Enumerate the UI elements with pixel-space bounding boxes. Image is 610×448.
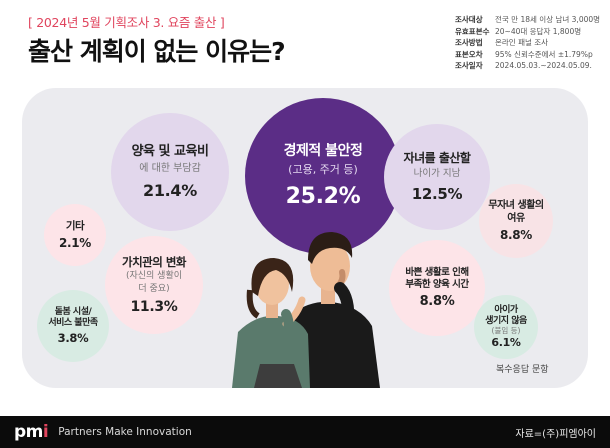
multiple-response-note: 복수응답 문항 (496, 365, 549, 375)
bubble-percent: 8.8% (419, 293, 455, 309)
meta-row: 조사방법 온라인 패널 조사 (455, 37, 600, 49)
meta-value: 전국 만 18세 이상 남녀 3,000명 (495, 15, 601, 24)
bubble-title: 바쁜 생활로 인해 (405, 267, 469, 279)
bubble-subtitle: (고용, 주거 등) (288, 162, 358, 176)
bubble-lack-of-time: 바쁜 생활로 인해 부족한 양육 시간 8.8% (389, 240, 485, 336)
bubble-percent: 25.2% (285, 183, 361, 209)
meta-label: 조사대상 (455, 15, 483, 24)
meta-value: 20~40대 응답자 1,800명 (495, 26, 582, 36)
meta-row: 유효표본수 20~40대 응답자 1,800명 (455, 26, 600, 38)
footer-tagline: Partners Make Innovation (58, 426, 192, 438)
meta-label: 조사방법 (455, 38, 483, 48)
bubble-title: 아이가 (494, 305, 518, 316)
meta-row: 조사일자 2024.05.03.~2024.05.09. (455, 60, 600, 72)
bubble-economic-instability: 경제적 불안정 (고용, 주거 등) 25.2% (245, 98, 401, 254)
meta-row: 표본오차 95% 신뢰수준에서 ±1.79%p (455, 49, 600, 61)
meta-value: 95% 신뢰수준에서 ±1.79%p (495, 49, 593, 59)
bubble-subtitle: (자신의 생활이 (125, 271, 183, 282)
bubble-subtitle: 나이가 지남 (413, 168, 461, 180)
woman-figure (232, 258, 310, 388)
bubble-subtitle: 에 대한 부담감 (139, 162, 201, 174)
pmi-logo: pmi (14, 422, 49, 442)
meta-label: 유효표본수 (455, 26, 490, 36)
bubble-values-change: 가치관의 변화 (자신의 생활이 더 중요) 11.3% (105, 236, 203, 334)
bubble-percent: 21.4% (142, 180, 197, 200)
bubble-childfree-life: 무자녀 생활의 여유 8.8% (479, 184, 553, 258)
report-subtitle: [ 2024년 5월 기획조사 3. 요즘 출산 ] (28, 15, 225, 30)
bubble-title: 여유 (507, 212, 525, 224)
meta-value: 2024.05.03.~2024.05.09. (495, 61, 592, 71)
bubble-title: 부족한 양육 시간 (405, 279, 469, 290)
bubble-percent: 6.1% (491, 335, 521, 349)
bubble-other: 기타 2.1% (44, 204, 106, 266)
bubble-infertility: 아이가 생기지 않음 (불임 등) 6.1% (474, 295, 538, 359)
bubble-care-services: 돌봄 시설/ 서비스 불만족 3.8% (37, 290, 109, 362)
bubble-subtitle: (불임 등) (491, 325, 521, 335)
bubble-title: 서비스 불만족 (48, 318, 98, 328)
bubble-title: 가치관의 변화 (122, 255, 186, 270)
bubble-childcare-cost: 양육 및 교육비 에 대한 부담감 21.4% (111, 113, 229, 231)
survey-meta: 조사대상 전국 만 18세 이상 남녀 3,000명 유효표본수 20~40대 … (455, 14, 600, 72)
logo-text: pm (14, 422, 43, 442)
meta-value: 온라인 패널 조사 (495, 38, 549, 48)
thinking-couple-illustration (232, 232, 380, 388)
bubble-percent: 8.8% (499, 228, 533, 242)
meta-row: 조사대상 전국 만 18세 이상 남녀 3,000명 (455, 14, 600, 26)
bubble-title: 양육 및 교육비 (131, 144, 209, 160)
bubble-title: 기타 (65, 219, 85, 232)
bubble-title: 경제적 불안정 (283, 143, 363, 160)
meta-label: 조사일자 (455, 61, 483, 71)
logo-accent: i (42, 422, 49, 442)
man-figure (288, 232, 380, 388)
bubble-title: 돌봄 시설/ (54, 306, 92, 317)
bubble-percent: 11.3% (130, 298, 178, 315)
bubble-percent: 2.1% (58, 236, 92, 251)
bubble-percent: 3.8% (57, 331, 89, 346)
bubble-title: 자녀를 출산할 (403, 151, 471, 166)
bubble-percent: 12.5% (411, 184, 463, 203)
bubble-past-age: 자녀를 출산할 나이가 지남 12.5% (384, 124, 490, 230)
meta-label: 표본오차 (455, 49, 483, 59)
footer-bar: pmi Partners Make Innovation 자료=(주)피엠아이 (0, 416, 610, 448)
page-title: 출산 계획이 없는 이유는? (28, 37, 286, 66)
bubble-title: 무자녀 생활의 (488, 200, 544, 211)
bubble-title: 생기지 않음 (485, 315, 527, 326)
source-credit: 자료=(주)피엠아이 (515, 428, 596, 440)
bubble-subtitle: 더 중요) (138, 284, 170, 295)
